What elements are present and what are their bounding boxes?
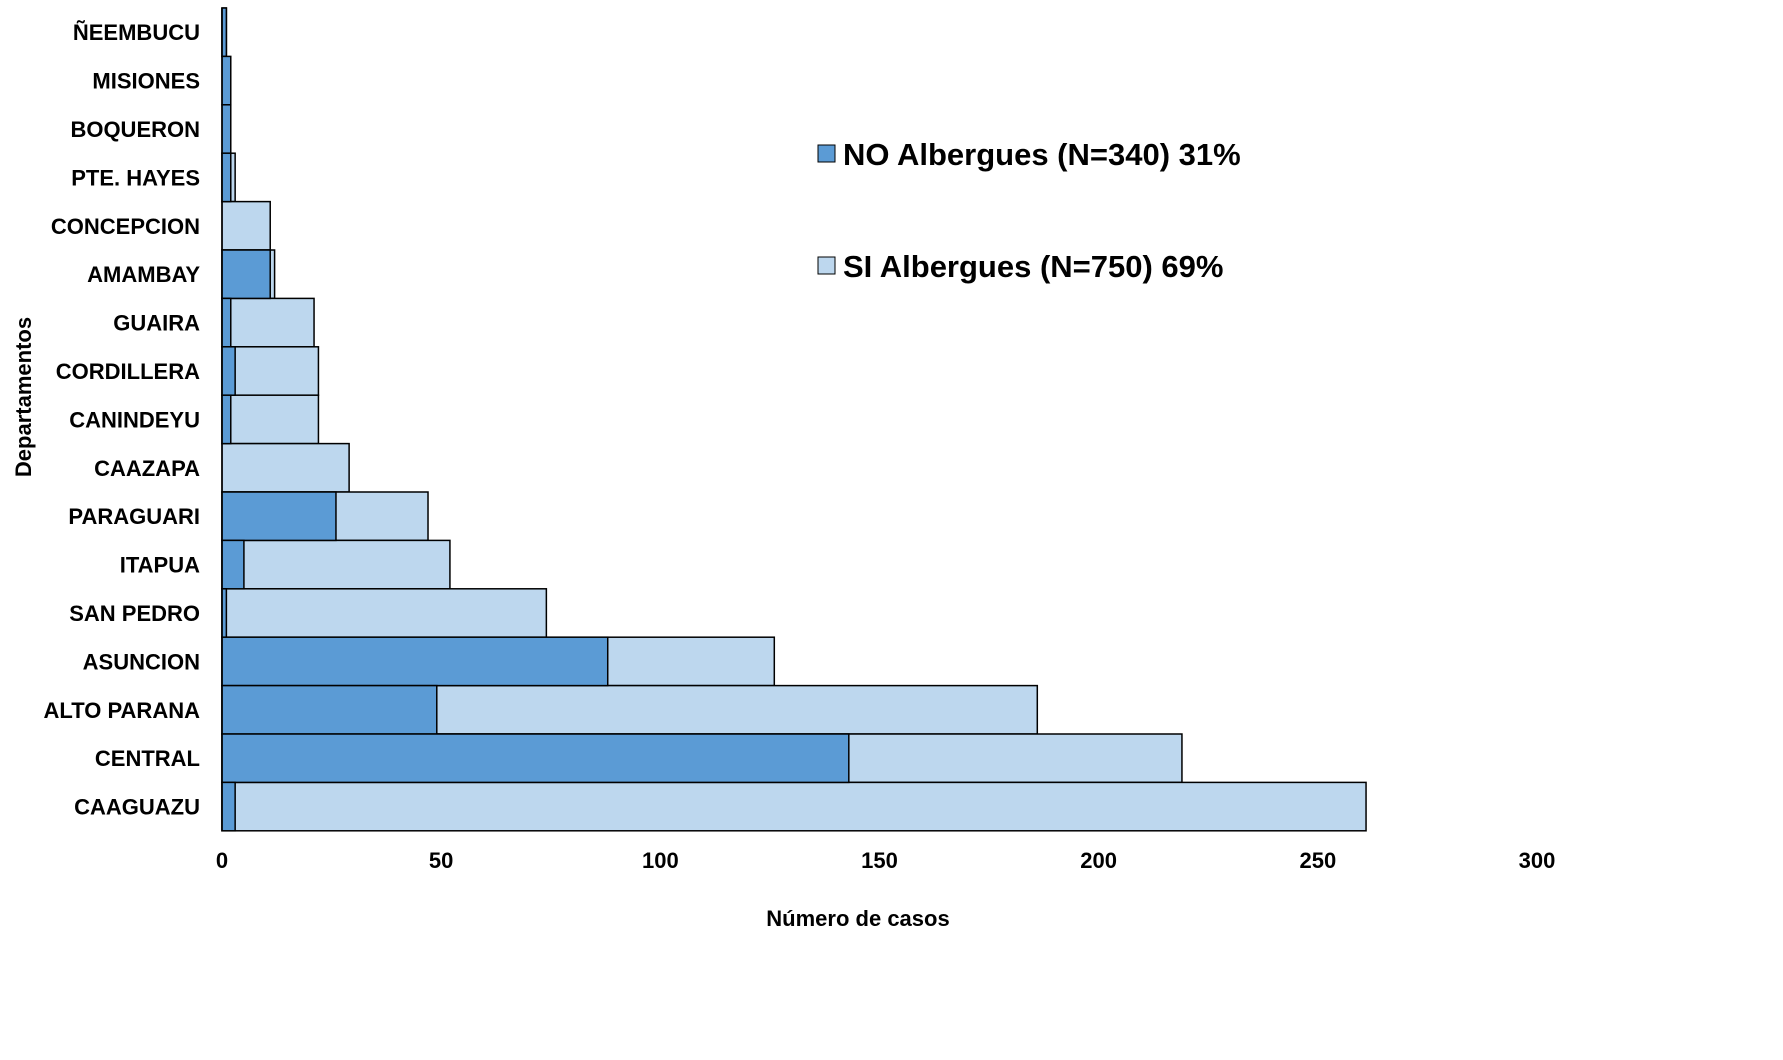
x-tick-label: 50 [429, 848, 453, 873]
legend-label-no-albergues: NO Albergues (N=340) 31% [843, 137, 1241, 172]
bar-si-caaguazu [221, 781, 1367, 832]
x-tick-label: 300 [1519, 848, 1556, 873]
category-label: SAN PEDRO [69, 601, 200, 626]
bar-no-guaira [221, 297, 232, 348]
bar-no-itapua [221, 539, 245, 590]
bar-no-pte-hayes [221, 152, 232, 203]
x-tick-label: 150 [861, 848, 898, 873]
category-label: GUAIRA [113, 311, 200, 336]
bar-no-canindeyu [221, 394, 232, 445]
bars-group [221, 7, 1367, 832]
x-tick-label: 0 [216, 848, 228, 873]
category-label: ÑEEMBUCU [73, 20, 200, 45]
category-label: PTE. HAYES [71, 165, 200, 190]
category-label: CAAZAPA [94, 456, 200, 481]
category-label: BOQUERON [70, 117, 200, 142]
bar-si-itapua [221, 539, 451, 590]
category-label: ALTO PARANA [44, 698, 201, 723]
category-label: PARAGUARI [68, 504, 200, 529]
bar-no-alto-parana [221, 684, 438, 735]
category-label: CONCEPCION [51, 214, 200, 239]
bar-si-concepcion [221, 200, 271, 251]
bar-no-amambay [221, 249, 271, 300]
legend: NO Albergues (N=340) 31% SI Albergues (N… [817, 137, 1241, 284]
bar-si-cordillera [221, 346, 320, 396]
category-labels: ÑEEMBUCU MISIONES BOQUERON PTE. HAYES CONCEP… [44, 20, 201, 819]
category-label: MISIONES [92, 69, 200, 94]
y-axis-title: Departamentos [11, 317, 36, 477]
x-tick-labels: 0 50 100 150 200 250 300 [216, 848, 1555, 873]
category-label: CORDILLERA [56, 359, 200, 384]
bar-si-caazapa [221, 442, 350, 493]
bar-si-guaira [221, 297, 315, 348]
legend-label-si-albergues: SI Albergues (N=750) 69% [843, 249, 1223, 284]
legend-swatch-si-albergues [817, 256, 836, 275]
bar-no-caaguazu [221, 781, 236, 832]
category-label: CANINDEYU [69, 407, 200, 432]
category-label: CENTRAL [95, 746, 200, 771]
bar-si-canindeyu [221, 394, 320, 445]
x-axis-title: Número de casos [766, 906, 949, 931]
legend-swatch-no-albergues [817, 144, 836, 163]
bar-no-central [221, 733, 850, 784]
bar-no-paraguari [221, 491, 337, 542]
bar-no-misiones [221, 55, 232, 106]
x-tick-label: 250 [1299, 848, 1336, 873]
x-tick-label: 200 [1080, 848, 1117, 873]
bar-no-asuncion [221, 636, 609, 687]
bar-no-boqueron [221, 104, 232, 154]
x-tick-label: 100 [642, 848, 679, 873]
bar-no-cordillera [221, 346, 236, 396]
bar-si-san-pedro [221, 588, 548, 638]
category-label: CAAGUAZU [74, 795, 200, 820]
category-label: ITAPUA [120, 553, 200, 578]
category-label: ASUNCION [83, 649, 200, 674]
category-label: AMAMBAY [87, 262, 200, 287]
